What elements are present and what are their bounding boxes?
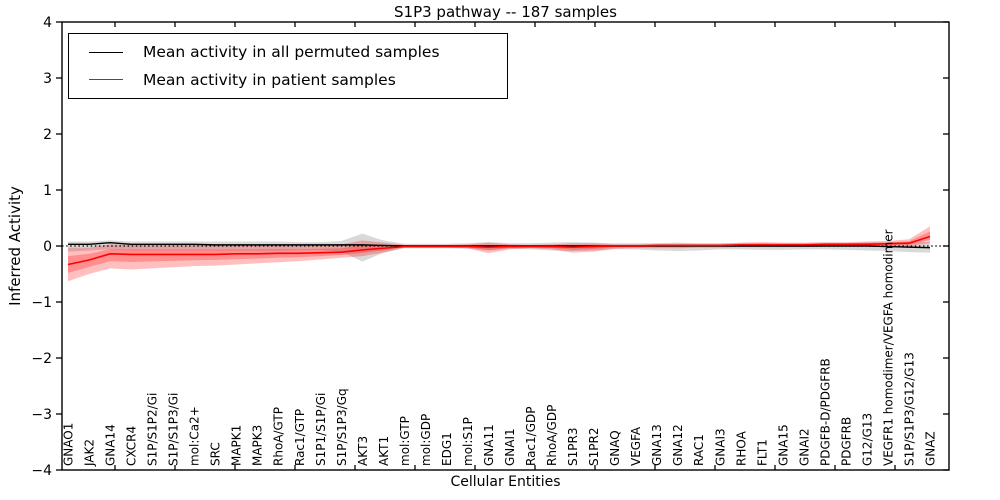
x-category-label: mol:GDP bbox=[419, 414, 433, 466]
x-category-label: GNAI3 bbox=[713, 428, 727, 466]
x-category-label: EDG1 bbox=[440, 432, 454, 466]
x-category-label: S1P1/S1P/Gi bbox=[314, 393, 328, 466]
x-category-label: G12/G13 bbox=[860, 413, 874, 466]
x-category-label: mol:S1P bbox=[461, 417, 475, 466]
legend-label-patient: Mean activity in patient samples bbox=[143, 70, 396, 89]
legend-item-permuted: Mean activity in all permuted samples bbox=[79, 42, 497, 62]
x-category-label: Rac1/GTP bbox=[293, 409, 307, 466]
x-category-label: GNA13 bbox=[650, 424, 664, 466]
x-category-label: GNAZ bbox=[924, 431, 938, 466]
x-category-label: S1P/S1P2/Gi bbox=[146, 393, 160, 466]
x-category-label: RhoA/GTP bbox=[272, 407, 286, 466]
y-tick-label: −1 bbox=[31, 295, 52, 311]
x-category-label: CXCR4 bbox=[125, 426, 139, 466]
y-tick-label: 4 bbox=[43, 15, 52, 31]
x-category-label: PDGFRB bbox=[839, 417, 853, 466]
x-category-label: GNAQ bbox=[608, 430, 622, 466]
legend: Mean activity in all permuted samples Me… bbox=[68, 33, 508, 99]
permuted-mean-line bbox=[68, 241, 931, 249]
x-category-label: VEGFA bbox=[629, 426, 643, 466]
legend-item-patient: Mean activity in patient samples bbox=[79, 70, 497, 90]
x-category-label: GNAI1 bbox=[503, 428, 517, 466]
x-category-label: GNAI2 bbox=[797, 428, 811, 466]
y-tick-label: 1 bbox=[43, 183, 52, 199]
x-category-label: AKT1 bbox=[377, 436, 391, 466]
x-category-label: MAPK1 bbox=[230, 425, 244, 466]
x-category-label: RHOA bbox=[734, 430, 748, 466]
y-tick-label: −4 bbox=[31, 463, 52, 479]
x-category-label: FLT1 bbox=[755, 439, 769, 466]
x-category-label: VEGFR1 homodimer/VEGFA homodimer bbox=[881, 229, 895, 466]
x-category-label: GNA12 bbox=[671, 424, 685, 466]
legend-line-sample-patient bbox=[89, 79, 123, 81]
x-category-label: AKT3 bbox=[356, 436, 370, 466]
y-axis-label: Inferred Activity bbox=[6, 186, 24, 306]
x-category-label: mol:Ca2+ bbox=[188, 406, 202, 466]
x-category-label: JAK2 bbox=[83, 439, 97, 467]
x-category-label: RAC1 bbox=[692, 434, 706, 466]
chart-title: S1P3 pathway -- 187 samples bbox=[394, 3, 617, 21]
patient-range-band-inner bbox=[68, 231, 930, 273]
x-category-label: GNA11 bbox=[482, 424, 496, 466]
patient-mean-line bbox=[67, 235, 931, 266]
y-tick-label: 2 bbox=[43, 127, 52, 143]
y-tick-label: −3 bbox=[31, 407, 52, 423]
x-category-label: S1PR3 bbox=[566, 428, 580, 466]
legend-line-sample-permuted bbox=[89, 51, 123, 53]
y-tick-label: −2 bbox=[31, 351, 52, 367]
x-category-label: SRC bbox=[209, 442, 223, 466]
y-tick-label: 3 bbox=[43, 71, 52, 87]
x-category-label: S1P/S1P3/Gi bbox=[167, 393, 181, 466]
x-category-label: GNA14 bbox=[104, 424, 118, 466]
legend-label-permuted: Mean activity in all permuted samples bbox=[143, 43, 440, 62]
x-category-label: S1P/S1P3/Gq bbox=[335, 388, 349, 466]
x-category-label: MAPK3 bbox=[251, 425, 265, 466]
x-axis-label: Cellular Entities bbox=[450, 474, 561, 490]
permuted-range-band bbox=[68, 233, 930, 262]
x-category-label: GNA15 bbox=[776, 424, 790, 466]
x-category-label: PDGFB-D/PDGFRB bbox=[818, 358, 832, 466]
x-category-label: mol:GTP bbox=[398, 416, 412, 466]
y-tick-label: 0 bbox=[43, 239, 52, 255]
x-category-label: S1PR2 bbox=[587, 428, 601, 466]
x-category-label: RhoA/GDP bbox=[545, 405, 559, 466]
x-category-label: GNAO1 bbox=[62, 423, 76, 466]
x-category-label: Rac1/GDP bbox=[524, 407, 538, 466]
x-category-label: S1P/S1P3/G12/G13 bbox=[902, 352, 916, 466]
